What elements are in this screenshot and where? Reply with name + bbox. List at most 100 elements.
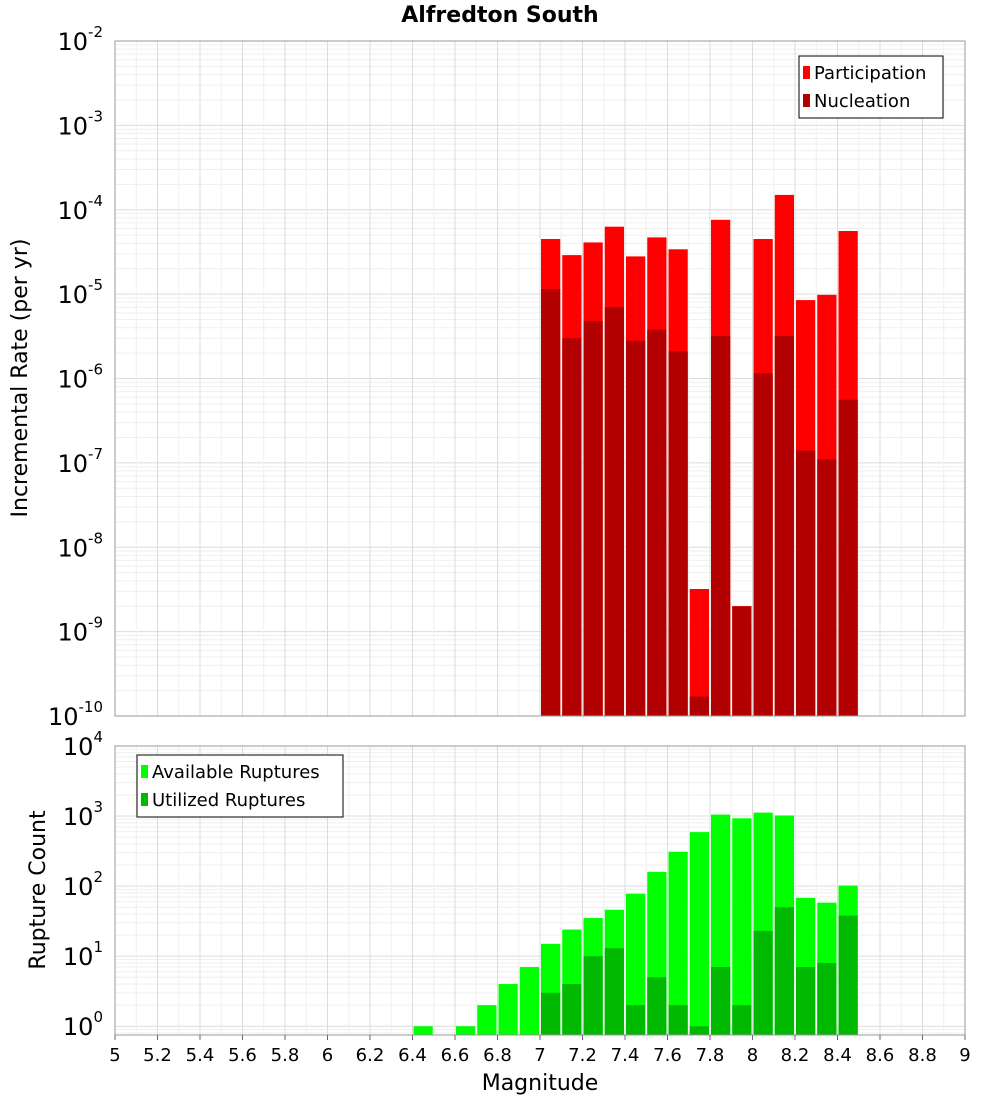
top-bar-nucleation	[541, 289, 561, 716]
top-bar-nucleation	[583, 321, 603, 716]
top-y-tick-exp: -3	[88, 107, 103, 125]
top-y-tick-exp: -8	[88, 529, 103, 547]
top-y-tick-base: 10	[57, 366, 88, 394]
bottom-bar-utilized-ruptures	[732, 1005, 752, 1035]
bottom-y-tick-exp: 4	[93, 728, 103, 746]
top-bar-nucleation	[732, 606, 752, 716]
top-y-tick-label: 10-8	[57, 529, 103, 562]
bottom-bar-available-ruptures	[477, 1005, 497, 1035]
top-y-tick-label: 10-9	[57, 614, 103, 647]
top-bar-nucleation	[689, 696, 709, 716]
top-legend-label-nucleation: Nucleation	[814, 91, 910, 112]
bottom-y-tick-base: 10	[63, 943, 94, 971]
chart-title: Alfredton South	[401, 3, 598, 28]
bottom-bar-utilized-ruptures	[541, 992, 561, 1035]
bottom-y-tick-exp: 3	[93, 798, 103, 816]
top-y-tick-base: 10	[57, 619, 88, 647]
x-axis-label: Magnitude	[482, 1071, 599, 1096]
bottom-bar-available-ruptures	[519, 967, 539, 1035]
bottom-legend-label-utilized-ruptures: Utilized Ruptures	[152, 790, 305, 811]
x-tick-label: 7	[534, 1045, 545, 1066]
bottom-legend: Available Ruptures Utilized Ruptures	[136, 754, 344, 818]
top-bar-nucleation	[753, 373, 773, 716]
top-bar-participation	[689, 589, 709, 716]
top-y-tick-exp: -4	[88, 192, 103, 210]
bottom-bar-utilized-ruptures	[668, 1005, 688, 1035]
x-tick-label: 5.6	[228, 1045, 257, 1066]
x-tick-label: 7.8	[696, 1045, 725, 1066]
top-bar-nucleation	[647, 329, 667, 716]
top-y-tick-label: 10-7	[57, 445, 103, 478]
x-tick-label: 8	[747, 1045, 758, 1066]
bottom-y-tick-label: 100	[63, 1008, 103, 1041]
x-ticks: 5 5.2 5.4 5.6 5.8 6 6.2 6.4 6.6 6.8 7 7.2 7.4 7.6 7.8 8…	[109, 1035, 971, 1066]
bottom-legend-swatch-utilized-ruptures	[141, 793, 148, 806]
bottom-legend-label-available-ruptures: Available Ruptures	[152, 762, 320, 783]
x-tick-label: 7.6	[653, 1045, 682, 1066]
x-tick-label: 8.2	[781, 1045, 810, 1066]
top-y-axis-label: Incremental Rate (per yr)	[8, 239, 33, 518]
bottom-y-tick-exp: 0	[93, 1008, 103, 1026]
x-tick-label: 8.8	[908, 1045, 937, 1066]
bottom-legend-swatch-available-ruptures	[141, 765, 148, 778]
bottom-y-tick-label: 102	[63, 868, 103, 901]
top-bar-nucleation	[626, 340, 646, 716]
top-y-tick-exp: -9	[88, 614, 103, 632]
x-tick-label: 6.6	[441, 1045, 470, 1066]
bottom-bar-utilized-ruptures	[753, 930, 773, 1035]
top-y-tick-base: 10	[48, 703, 79, 731]
x-tick-label: 5.4	[186, 1045, 215, 1066]
x-tick-label: 8.6	[866, 1045, 895, 1066]
bottom-y-axis-label: Rupture Count	[26, 810, 51, 970]
top-plot-area: 10-1010-910-810-710-610-510-410-310-2Par…	[48, 23, 966, 731]
bottom-legend-box	[136, 754, 344, 818]
top-y-tick-base: 10	[57, 450, 88, 478]
top-legend-swatch-nucleation	[803, 94, 810, 107]
top-y-tick-exp: -10	[79, 698, 104, 716]
top-y-tick-label: 10-3	[57, 107, 103, 140]
top-bar-nucleation	[817, 459, 837, 716]
x-tick-label: 6.4	[398, 1045, 427, 1066]
bottom-bar-available-ruptures	[689, 832, 709, 1035]
bottom-bar-available-ruptures	[668, 851, 688, 1035]
bottom-bar-available-ruptures	[732, 818, 752, 1035]
bottom-bar-utilized-ruptures	[647, 977, 667, 1035]
x-tick-label: 7.2	[568, 1045, 597, 1066]
top-y-tick-label: 10-4	[57, 192, 103, 225]
bottom-bar-utilized-ruptures	[796, 967, 816, 1035]
top-legend-swatch-participation	[803, 66, 810, 79]
top-y-tick-base: 10	[57, 197, 88, 225]
top-bar-nucleation	[711, 335, 731, 716]
top-bar-nucleation	[774, 335, 794, 716]
bottom-bar-utilized-ruptures	[583, 956, 603, 1035]
bottom-y-tick-base: 10	[63, 1013, 94, 1041]
bottom-bar-utilized-ruptures	[562, 984, 582, 1035]
bottom-y-tick-base: 10	[63, 873, 94, 901]
bottom-y-tick-base: 10	[63, 803, 94, 831]
top-y-tick-label: 10-10	[48, 698, 103, 731]
bottom-bar-available-ruptures	[498, 984, 518, 1035]
x-tick-label: 7.4	[611, 1045, 640, 1066]
bottom-y-tick-label: 104	[63, 728, 103, 761]
bottom-bar-utilized-ruptures	[838, 915, 858, 1035]
bottom-y-tick-label: 101	[63, 938, 103, 971]
top-legend-label-participation: Participation	[814, 63, 926, 84]
top-legend-box	[798, 55, 944, 119]
top-bar-nucleation	[604, 307, 624, 716]
top-legend: Participation Nucleation	[798, 55, 944, 119]
x-tick-label: 6.8	[483, 1045, 512, 1066]
top-y-tick-exp: -2	[88, 23, 103, 41]
top-plot-frame	[114, 40, 966, 717]
bottom-y-tick-exp: 2	[93, 868, 103, 886]
top-y-tick-exp: -7	[88, 445, 103, 463]
top-y-tick-label: 10-2	[57, 23, 103, 56]
top-bar-nucleation	[838, 399, 858, 716]
x-tick-label: 9	[959, 1045, 970, 1066]
bottom-bar-utilized-ruptures	[817, 962, 837, 1035]
top-bars	[541, 194, 858, 717]
x-tick-label: 5.2	[143, 1045, 172, 1066]
bottom-bar-utilized-ruptures	[711, 967, 731, 1035]
